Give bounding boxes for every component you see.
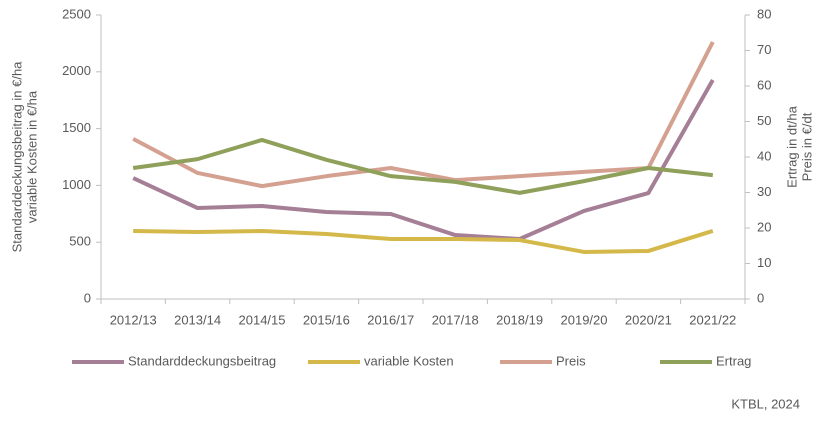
y2-axis-label: Ertrag in dt/ha — [784, 105, 799, 187]
y-tick-label: 0 — [84, 290, 91, 305]
y-tick-label: 1500 — [62, 120, 91, 135]
y2-tick-label: 70 — [757, 42, 771, 57]
y2-tick-label: 40 — [757, 148, 771, 163]
y-tick-label: 2000 — [62, 63, 91, 78]
y2-tick-label: 10 — [757, 255, 771, 270]
y-axis-label: variable Kosten in €/ha — [24, 90, 39, 223]
y2-tick-label: 50 — [757, 113, 771, 128]
x-tick-label: 2012/13 — [110, 312, 157, 327]
legend-label: variable Kosten — [364, 353, 454, 368]
y-tick-label: 1000 — [62, 177, 91, 192]
y2-tick-label: 0 — [757, 290, 764, 305]
source: KTBL, 2024 — [731, 396, 800, 411]
x-tick-label: 2018/19 — [496, 312, 543, 327]
legend-label: Preis — [556, 353, 586, 368]
x-tick-label: 2014/15 — [239, 312, 286, 327]
x-tick-label: 2020/21 — [625, 312, 672, 327]
y-tick-label: 500 — [69, 234, 91, 249]
legend-label: Standarddeckungsbeitrag — [128, 353, 276, 368]
y2-tick-label: 20 — [757, 219, 771, 234]
legend-label: Ertrag — [716, 353, 751, 368]
series-line — [133, 228, 714, 254]
y-tick-label: 2500 — [62, 6, 91, 21]
series-line — [132, 137, 714, 195]
x-tick-label: 2019/20 — [561, 312, 608, 327]
x-tick-label: 2013/14 — [174, 312, 221, 327]
x-tick-label: 2017/18 — [432, 312, 479, 327]
y-axis-label: Standarddeckungsbeitrag in €/ha — [9, 61, 24, 253]
x-tick-label: 2016/17 — [367, 312, 414, 327]
y2-axis-label: Preis in €/dt — [799, 112, 814, 181]
y2-tick-label: 80 — [757, 6, 771, 21]
y2-tick-label: 30 — [757, 184, 771, 199]
x-tick-label: 2021/22 — [689, 312, 736, 327]
series-line — [132, 41, 715, 189]
y2-tick-label: 60 — [757, 77, 771, 92]
series-line — [132, 78, 715, 242]
x-tick-label: 2015/16 — [303, 312, 350, 327]
